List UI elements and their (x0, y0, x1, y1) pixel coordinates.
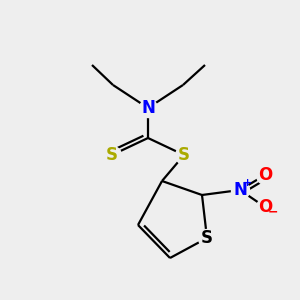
Text: −: − (268, 206, 278, 218)
Text: O: O (258, 198, 272, 216)
Text: N: N (233, 181, 247, 199)
Text: S: S (201, 229, 213, 247)
Text: S: S (178, 146, 190, 164)
Text: +: + (243, 178, 253, 188)
Text: O: O (258, 166, 272, 184)
Text: N: N (141, 99, 155, 117)
Text: S: S (106, 146, 118, 164)
